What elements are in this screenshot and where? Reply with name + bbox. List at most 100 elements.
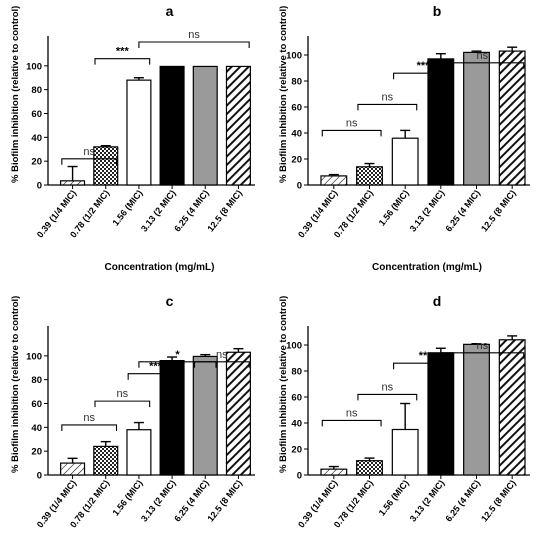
significance-bracket xyxy=(127,373,184,380)
y-tick-label: 60 xyxy=(291,393,302,404)
y-tick-label: 40 xyxy=(291,419,302,430)
significance-bracket xyxy=(321,129,382,137)
significance-bracket xyxy=(321,419,382,427)
panel-label: c xyxy=(166,293,174,309)
x-tick-label: 6.25 (4 MIC) xyxy=(443,188,482,234)
y-tick-label: 100 xyxy=(26,61,42,72)
panel-label: a xyxy=(166,3,174,19)
y-tick-label: 80 xyxy=(291,77,302,88)
significance-label: *** xyxy=(149,361,163,373)
x-tick-label: 12.5 (8 MIC) xyxy=(205,188,244,234)
y-tick-label: 60 xyxy=(31,399,42,410)
significance-label: ns xyxy=(216,349,228,361)
x-axis-label: Concentration (mg/mL) xyxy=(105,262,215,273)
bar xyxy=(126,79,152,186)
y-tick-label: 0 xyxy=(297,181,302,192)
significance-label: ns xyxy=(83,412,95,424)
significance-bracket xyxy=(357,103,418,111)
bar xyxy=(356,166,383,186)
significance-bracket xyxy=(138,41,250,48)
bar xyxy=(192,355,218,476)
bar xyxy=(192,65,218,186)
x-tick-label: 1.56 (MIC) xyxy=(377,188,411,228)
panel-c: c 0 20 40 60 80 100 % Biofilm inhibition (relat… xyxy=(10,293,255,530)
bar xyxy=(225,351,251,476)
significance-bracket xyxy=(138,361,217,368)
bar xyxy=(427,58,455,186)
significance-bracket xyxy=(357,393,418,401)
y-tick-label: 0 xyxy=(297,471,302,482)
significance-bracket xyxy=(440,62,525,69)
y-tick-label: 60 xyxy=(291,103,302,114)
y-tick-label: 40 xyxy=(31,133,42,144)
significance-label: * xyxy=(175,349,180,361)
x-tick-label: 3.13 (2 MIC) xyxy=(408,188,447,234)
significance-label: ** xyxy=(419,350,428,362)
y-axis-label: % Biofilm inhibition (relative to contro… xyxy=(10,6,21,183)
x-tick-label: 12.5 (8 MIC) xyxy=(205,478,244,524)
bar xyxy=(463,51,490,186)
y-tick-label: 20 xyxy=(31,157,42,168)
y-tick-label: 0 xyxy=(37,471,42,482)
y-axis-label: % Biofilm inhibition (relative to contro… xyxy=(278,6,289,183)
bar xyxy=(498,50,526,186)
x-tick-label: 3.13 (2 MIC) xyxy=(408,478,447,524)
bar xyxy=(225,65,251,186)
y-tick-label: 100 xyxy=(26,351,42,362)
x-tick-label: 1.56 (MIC) xyxy=(377,478,411,518)
y-tick-label: 80 xyxy=(31,375,42,386)
bar xyxy=(391,428,419,476)
bar xyxy=(126,429,152,476)
significance-bracket xyxy=(94,58,151,65)
y-tick-label: 20 xyxy=(31,447,42,458)
bar xyxy=(320,468,348,476)
bar xyxy=(498,339,526,476)
panel-label: d xyxy=(433,293,442,309)
significance-bracket xyxy=(440,352,525,359)
significance-label: *** xyxy=(417,60,431,72)
significance-label: ns xyxy=(83,146,95,158)
significance-label: ns xyxy=(346,117,358,129)
panel-d: d 0 20 40 60 80 100% Biofilm inhibition (relat… xyxy=(278,293,530,530)
y-tick-label: 40 xyxy=(291,129,302,140)
bar xyxy=(93,445,119,476)
y-tick-label: 20 xyxy=(291,155,302,166)
x-axis-label: Concentration (mg/mL) xyxy=(372,262,482,273)
significance-bracket xyxy=(393,72,453,80)
y-tick-label: 60 xyxy=(31,109,42,120)
y-tick-label: 0 xyxy=(37,181,42,192)
significance-label: ns xyxy=(476,50,488,62)
panel-b: b 0 20 40 60 80 100% Biofilm inhibition (relat… xyxy=(278,3,530,273)
bar xyxy=(427,352,455,476)
y-tick-label: 100 xyxy=(286,341,302,352)
x-tick-label: 12.5 (8 MIC) xyxy=(479,188,518,234)
significance-bracket xyxy=(61,158,118,165)
x-tick-label: 12.5 (8 MIC) xyxy=(479,478,518,524)
y-tick-label: 20 xyxy=(291,445,302,456)
y-tick-label: 100 xyxy=(286,51,302,62)
significance-label: ns xyxy=(382,91,394,103)
significance-label: ns xyxy=(188,29,200,41)
significance-bracket xyxy=(393,362,453,370)
y-tick-label: 80 xyxy=(291,367,302,378)
y-tick-label: 80 xyxy=(31,85,42,96)
x-tick-label: 0.78 (1/2 MIC) xyxy=(332,188,375,239)
x-tick-label: 1.56 (MIC) xyxy=(110,478,144,518)
x-tick-label: 0.78 (1/2 MIC) xyxy=(332,478,375,529)
significance-label: ns xyxy=(117,388,129,400)
significance-bracket xyxy=(94,400,151,408)
bar xyxy=(463,343,490,476)
bar xyxy=(159,359,185,476)
bar xyxy=(60,462,86,476)
bar xyxy=(159,65,185,186)
bar xyxy=(320,175,348,186)
y-tick-label: 40 xyxy=(31,423,42,434)
x-tick-label: 6.25 (4 MIC) xyxy=(443,478,482,524)
significance-label: *** xyxy=(116,46,130,58)
significance-bracket xyxy=(193,361,250,368)
significance-label: ns xyxy=(382,381,394,393)
y-axis-label: % Biofilm inhibition (relative to contro… xyxy=(10,296,21,473)
panel-a: a 0 20 40 60 80 100 % Biofilm inhibition (relat… xyxy=(10,3,255,273)
significance-label: ns xyxy=(476,340,488,352)
